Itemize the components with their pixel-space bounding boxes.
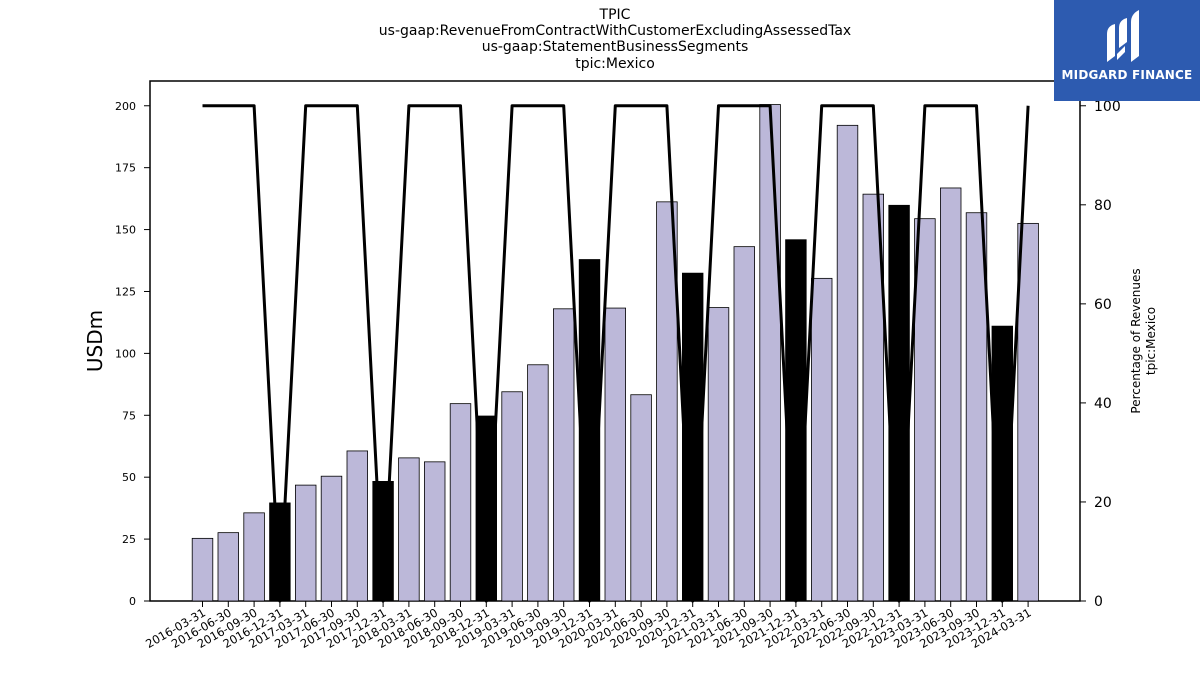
bar-2022-06-30 <box>836 124 859 602</box>
y2-tick-label-40: 40 <box>1094 396 1112 412</box>
percentage-line <box>202 104 1030 603</box>
bar-2019-09-30 <box>553 308 575 602</box>
midgard-finance-logo: MIDGARD FINANCE <box>1054 0 1200 101</box>
bar-2023-03-31 <box>914 218 936 602</box>
y2-axis-label-line-2: tpic:Mexico <box>1144 307 1158 375</box>
bar-2021-06-30 <box>733 246 756 602</box>
y2-tick-label-100: 100 <box>1094 99 1121 115</box>
y-tick-label-75: 75 <box>122 409 136 422</box>
y-tick-label-50: 50 <box>122 471 136 484</box>
bar-2017-09-30 <box>346 450 369 602</box>
chart-title-line-1: TPIC <box>599 7 631 23</box>
y2-axis-label-line-1: Percentage of Revenues <box>1129 268 1143 413</box>
bar-2016-06-30 <box>217 532 240 602</box>
bar-2021-03-31 <box>707 307 730 602</box>
y2-tick-label-20: 20 <box>1094 495 1112 511</box>
y-tick-label-0: 0 <box>129 595 136 608</box>
bar-2018-06-30 <box>423 461 446 602</box>
y-tick-label-200: 200 <box>115 100 136 113</box>
bar-2017-03-31 <box>294 484 317 602</box>
bar-2019-03-31 <box>501 391 523 602</box>
logo-text: MIDGARD FINANCE <box>1061 68 1193 82</box>
bar-2021-09-30 <box>759 104 781 602</box>
bar-2017-06-30 <box>320 475 343 602</box>
y-axis-label: USDm <box>83 310 107 372</box>
y-tick-label-175: 175 <box>115 162 136 175</box>
bar-2022-12-31 <box>888 204 910 602</box>
bar-2016-09-30 <box>243 512 265 602</box>
y-tick-label-150: 150 <box>115 224 136 237</box>
y-tick-label-25: 25 <box>122 533 136 546</box>
bar-2019-06-30 <box>527 364 549 602</box>
y-tick-label-125: 125 <box>115 285 136 298</box>
bar-2024-03-31 <box>1017 222 1039 602</box>
y-tick-label-100: 100 <box>115 347 136 360</box>
y2-tick-label-60: 60 <box>1094 297 1112 313</box>
y2-tick-label-80: 80 <box>1094 198 1112 214</box>
chart-title-line-3: us-gaap:StatementBusinessSegments <box>481 39 749 55</box>
bar-2018-09-30 <box>449 403 472 602</box>
bar-2019-12-31 <box>578 259 601 602</box>
chart-title-line-4: tpic:Mexico <box>575 56 655 72</box>
bar-2023-06-30 <box>940 187 962 602</box>
bar-2020-06-30 <box>630 394 652 602</box>
chart-title-line-2: us-gaap:RevenueFromContractWithCustomerE… <box>378 23 852 39</box>
bar-2021-12-31 <box>785 239 807 602</box>
bar-2018-03-31 <box>398 457 420 602</box>
bar-2020-03-31 <box>604 307 627 602</box>
logo-mark-icon <box>1107 10 1139 62</box>
bar-2022-03-31 <box>811 277 833 602</box>
bar-2016-03-31 <box>191 537 214 602</box>
y2-tick-label-0: 0 <box>1094 594 1103 610</box>
